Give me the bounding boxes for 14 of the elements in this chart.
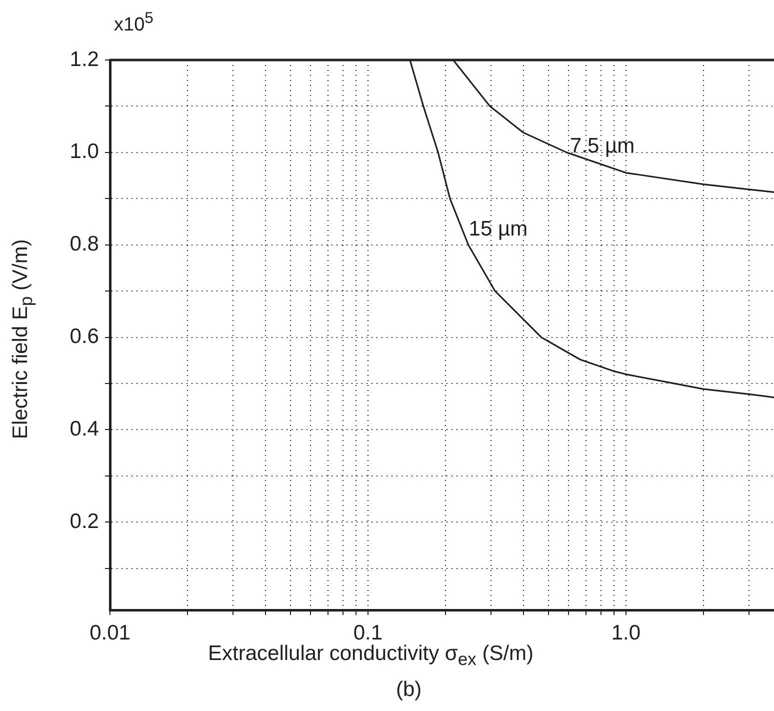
y-tick-label: 0.8 xyxy=(70,232,99,256)
y-tick-label: 1.2 xyxy=(70,48,99,71)
x-tick-label: 0.01 xyxy=(90,621,130,644)
text: (b) xyxy=(396,678,422,702)
y-tick-label: 0.6 xyxy=(70,325,99,348)
y-tick-label: 0.4 xyxy=(70,418,100,441)
x-tick-label: 1.0 xyxy=(611,621,641,644)
annotation: 15 µm xyxy=(468,218,528,241)
x-axis-title: Extracellular conductivity σ$_{ex}$ (S/m) xyxy=(208,642,534,670)
annotation: 7.5 µm xyxy=(570,134,635,158)
x-tick-label: 0.1 xyxy=(353,621,383,644)
y-tick-label: 1.0 xyxy=(70,140,99,164)
y-tick-label: 0.2 xyxy=(70,510,99,533)
text: x10$^{5}$ xyxy=(114,10,154,36)
